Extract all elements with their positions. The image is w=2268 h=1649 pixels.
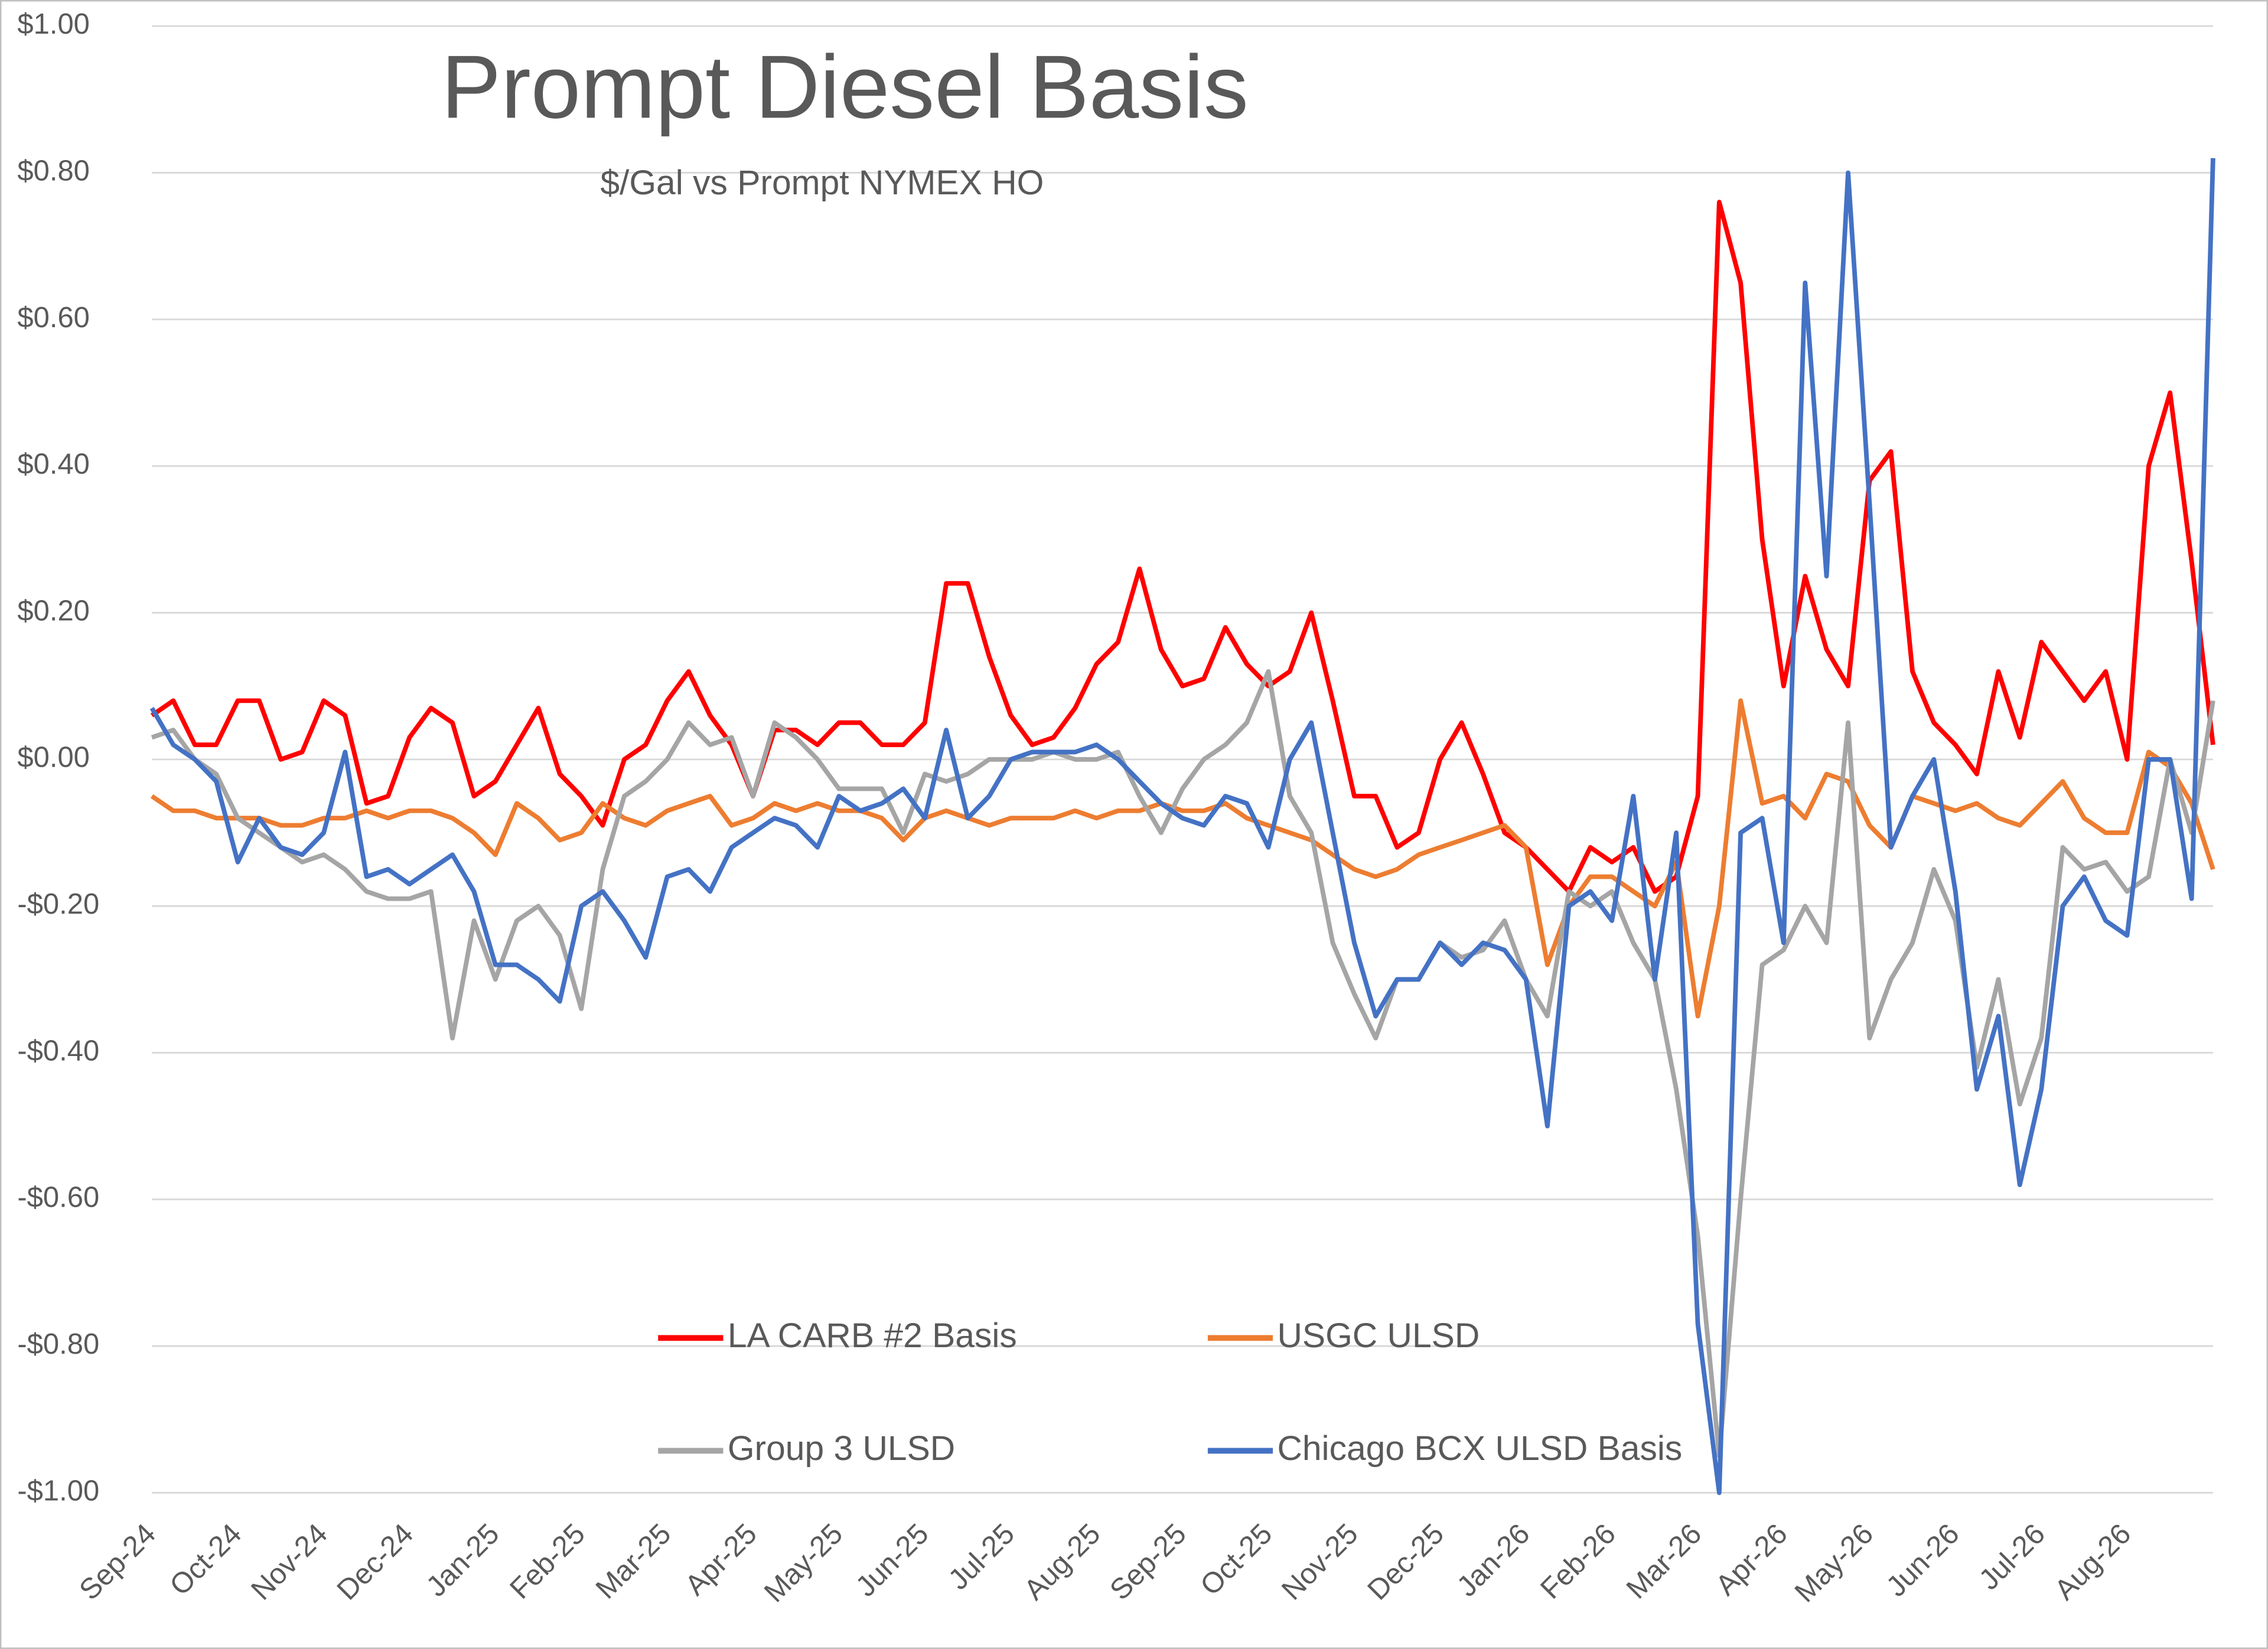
grid xyxy=(152,25,2213,1494)
legend: LA CARB #2 Basis USGC ULSD Group 3 ULSD Chi… xyxy=(658,1316,1682,1468)
series-line xyxy=(151,669,2215,1459)
y-tick-label: -$0.20 xyxy=(17,888,99,920)
y-tick-label: $1.00 xyxy=(17,8,90,40)
y-tick-label: -$1.00 xyxy=(17,1475,99,1507)
y-tick-label: $0.40 xyxy=(17,448,90,480)
legend-label: USGC ULSD xyxy=(1277,1316,1480,1355)
y-tick-label: $0.00 xyxy=(17,742,90,774)
y-tick-label: $0.80 xyxy=(17,155,90,187)
y-tick-label: -$0.40 xyxy=(17,1035,99,1067)
chart-title: Prompt Diesel Basis xyxy=(441,37,1249,137)
lines xyxy=(149,158,2215,1495)
legend-label: Chicago BCX ULSD Basis xyxy=(1277,1429,1682,1468)
legend-label: Group 3 ULSD xyxy=(728,1429,955,1468)
y-tick-label: $0.60 xyxy=(17,302,90,334)
legend-label: LA CARB #2 Basis xyxy=(728,1316,1017,1355)
y-tick-label: $0.20 xyxy=(17,595,90,627)
chart-subtitle: $/Gal vs Prompt NYMEX HO xyxy=(600,164,1044,202)
y-tick-label: -$0.80 xyxy=(17,1328,99,1360)
series-line xyxy=(149,158,2215,1495)
y-tick-label: -$0.60 xyxy=(17,1182,99,1214)
series-line xyxy=(150,698,2215,1019)
